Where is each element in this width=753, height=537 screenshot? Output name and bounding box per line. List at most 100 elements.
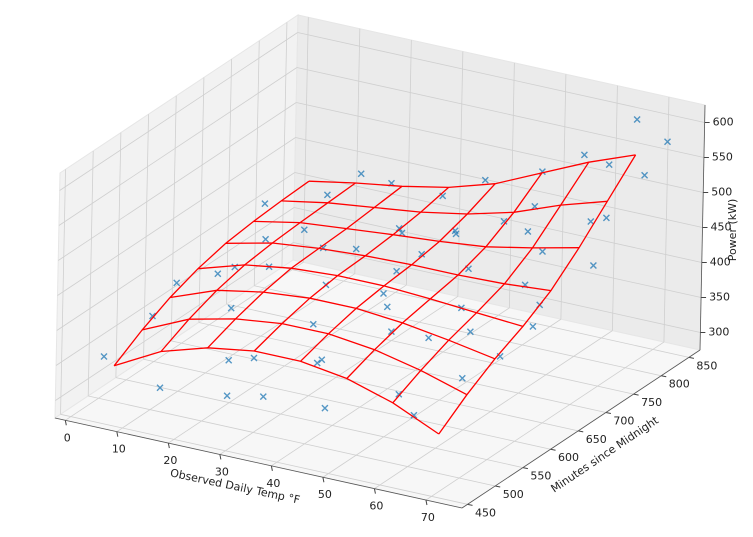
x-tick	[270, 465, 273, 471]
surface-line	[346, 172, 543, 379]
grid-line	[293, 242, 701, 333]
data-point	[173, 279, 181, 287]
grid-line	[294, 172, 702, 263]
y-tick	[605, 411, 612, 414]
y-tick	[578, 430, 584, 433]
y-tick-label: 750	[641, 396, 662, 409]
data-point	[357, 170, 365, 178]
x-tick-label: 20	[163, 454, 177, 467]
data-point	[395, 224, 403, 232]
data-point	[452, 230, 460, 238]
x-tick	[322, 477, 325, 483]
z-tick-label: 450	[711, 221, 732, 234]
grid-line	[425, 341, 665, 501]
surface-line	[113, 180, 310, 367]
data-point	[214, 270, 222, 278]
data-point	[589, 262, 597, 269]
data-point	[100, 353, 108, 360]
surface-line	[170, 289, 496, 360]
z-axis-label: Power (kW)	[726, 199, 739, 262]
grid-line	[56, 172, 296, 331]
y-tick-label: 650	[586, 433, 607, 446]
data-point	[395, 390, 403, 398]
axis-line	[461, 349, 701, 509]
data-point	[262, 235, 270, 243]
data-point	[641, 171, 649, 179]
data-point	[481, 176, 489, 184]
z-tick-label: 400	[710, 256, 731, 269]
data-point	[580, 151, 588, 159]
data-point	[321, 404, 329, 412]
data-point	[605, 161, 613, 169]
x-axis-label: Observed Daily Temp °F	[169, 466, 301, 506]
data-point	[587, 218, 595, 225]
data-point	[387, 328, 395, 336]
y-tick-label: 850	[696, 359, 717, 372]
data-point	[259, 393, 267, 401]
grid-line	[55, 207, 295, 366]
x-tick	[219, 454, 222, 460]
axis-line	[54, 417, 463, 509]
y-tick-label: 800	[669, 378, 690, 391]
z-tick-label: 500	[711, 186, 732, 199]
surface-line	[207, 185, 403, 349]
x-tick	[167, 442, 170, 449]
data-point	[352, 245, 360, 253]
data-point	[500, 217, 508, 225]
surface-line	[113, 347, 440, 435]
data-point	[309, 320, 317, 328]
data-point	[149, 312, 156, 320]
data-point	[398, 229, 406, 237]
data-point	[223, 392, 231, 400]
z-tick-label: 350	[709, 291, 730, 304]
y-tick-label: 500	[503, 488, 524, 501]
data-point	[156, 384, 164, 392]
surface-line	[253, 186, 450, 352]
y-tick	[688, 356, 695, 359]
data-point	[418, 250, 426, 258]
surface-line	[253, 220, 580, 249]
x-tick-label: 40	[266, 477, 280, 490]
surface-line	[300, 183, 496, 362]
y-tick	[661, 375, 667, 378]
grid-line	[60, 413, 468, 505]
x-tick	[116, 431, 119, 437]
z-tick-label: 300	[708, 326, 729, 339]
y-tick	[522, 467, 528, 470]
grid-line	[322, 318, 562, 478]
surface-line	[197, 264, 524, 328]
data-point	[261, 200, 269, 208]
data-point	[227, 304, 235, 312]
surface-line	[392, 161, 590, 404]
y-tick-label: 700	[613, 414, 634, 427]
data-point	[225, 356, 233, 364]
grid-line	[296, 67, 705, 158]
surface-line	[308, 154, 636, 189]
data-point	[633, 116, 641, 123]
data-point	[393, 267, 401, 275]
data-point	[383, 303, 391, 311]
y-tick-label: 600	[558, 451, 579, 464]
x-tick-label: 60	[369, 500, 383, 513]
grid-line	[374, 330, 613, 489]
surface-line	[225, 242, 551, 292]
data-point	[539, 248, 546, 255]
grid-line	[65, 261, 304, 421]
data-point	[300, 226, 308, 234]
grid-line	[296, 102, 704, 193]
z-tick-label: 600	[713, 116, 734, 129]
grid-line	[59, 32, 298, 191]
x-tick-label: 10	[112, 443, 126, 456]
grid-line	[143, 358, 551, 450]
grid-line	[88, 395, 496, 487]
grid-line	[115, 377, 523, 468]
axis-line	[699, 104, 706, 351]
surface-line	[142, 318, 468, 396]
x-tick-label: 70	[421, 511, 435, 524]
z-tick-label: 550	[712, 151, 733, 164]
data-point	[380, 290, 387, 297]
y-tick	[633, 393, 639, 396]
data-point	[313, 359, 321, 367]
data-point	[529, 323, 537, 330]
grid-line	[57, 137, 296, 296]
